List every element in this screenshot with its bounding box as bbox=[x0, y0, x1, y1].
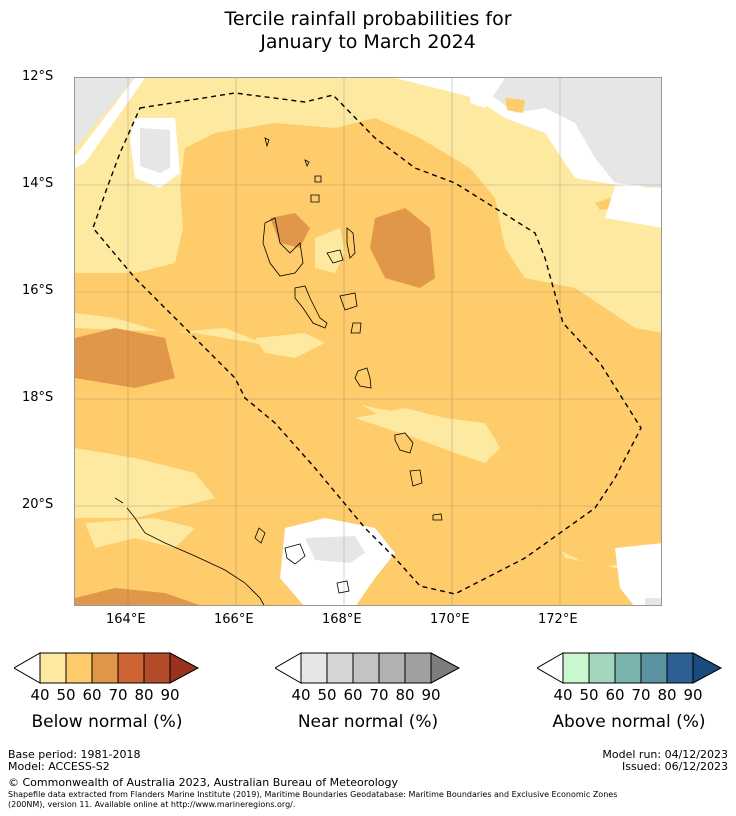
map-canvas bbox=[75, 78, 661, 605]
tick: 80 bbox=[395, 686, 415, 704]
colorbar-below-swatches bbox=[14, 652, 200, 684]
tick: 40 bbox=[30, 686, 50, 704]
tick: 90 bbox=[683, 686, 703, 704]
colorbar-above-label: Above normal (%) bbox=[552, 712, 706, 732]
colorbar-below-label: Below normal (%) bbox=[31, 712, 183, 732]
copyright: © Commonwealth of Australia 2023, Austra… bbox=[8, 776, 398, 789]
rainfall-probability-map bbox=[74, 77, 662, 606]
issued-date: Issued: 06/12/2023 bbox=[621, 760, 728, 773]
map-title: Tercile rainfall probabilities for Janua… bbox=[0, 8, 736, 54]
tick: 50 bbox=[317, 686, 337, 704]
lat-label-18s: 18°S bbox=[22, 390, 54, 405]
tick: 50 bbox=[56, 686, 76, 704]
title-line-1: Tercile rainfall probabilities for bbox=[224, 8, 512, 30]
tick: 70 bbox=[108, 686, 128, 704]
tick: 90 bbox=[421, 686, 441, 704]
tick: 50 bbox=[579, 686, 599, 704]
title-line-2: January to March 2024 bbox=[260, 31, 476, 53]
colorbar-near-label: Near normal (%) bbox=[297, 712, 439, 732]
tick: 40 bbox=[291, 686, 311, 704]
shapefile-credit-line-1: Shapefile data extracted from Flanders M… bbox=[8, 790, 618, 799]
colorbar-near-normal bbox=[275, 652, 461, 684]
tick: 80 bbox=[657, 686, 677, 704]
model-name: Model: ACCESS-S2 bbox=[8, 760, 110, 773]
lat-label-20s: 20°S bbox=[22, 497, 54, 512]
colorbar-above-swatches bbox=[537, 652, 723, 684]
base-period: Base period: 1981-2018 bbox=[8, 748, 141, 761]
tick: 70 bbox=[631, 686, 651, 704]
tick: 90 bbox=[160, 686, 180, 704]
colorbar-above-normal bbox=[537, 652, 723, 684]
lon-label-170e: 170°E bbox=[430, 612, 470, 627]
lat-label-12s: 12°S bbox=[22, 69, 54, 84]
lon-label-172e: 172°E bbox=[538, 612, 578, 627]
tick: 80 bbox=[134, 686, 154, 704]
model-run: Model run: 04/12/2023 bbox=[602, 748, 728, 761]
lon-label-164e: 164°E bbox=[106, 612, 146, 627]
tick: 60 bbox=[605, 686, 625, 704]
lon-label-168e: 168°E bbox=[322, 612, 362, 627]
lon-label-166e: 166°E bbox=[214, 612, 254, 627]
lat-label-16s: 16°S bbox=[22, 283, 54, 298]
tick: 40 bbox=[553, 686, 573, 704]
lat-label-14s: 14°S bbox=[22, 176, 54, 191]
shapefile-credit: Shapefile data extracted from Flanders M… bbox=[8, 790, 718, 810]
colorbar-near-swatches bbox=[275, 652, 461, 684]
tick: 60 bbox=[82, 686, 102, 704]
tick: 70 bbox=[369, 686, 389, 704]
colorbar-below-normal bbox=[14, 652, 200, 684]
tick: 60 bbox=[343, 686, 363, 704]
shapefile-credit-line-2: (200NM), version 11. Available online at… bbox=[8, 800, 296, 809]
